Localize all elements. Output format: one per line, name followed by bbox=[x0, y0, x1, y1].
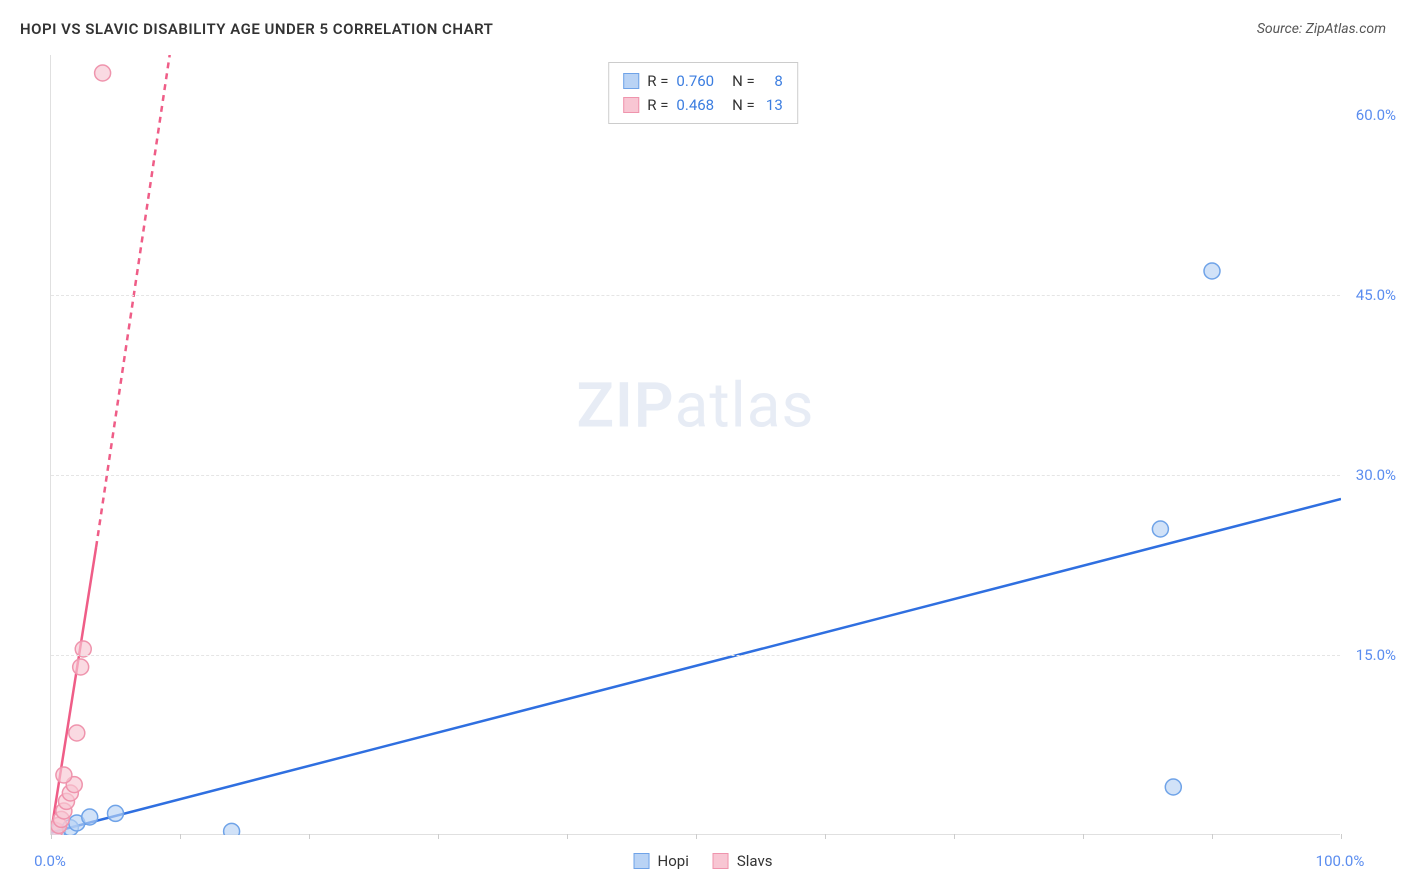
legend-label: Hopi bbox=[658, 852, 689, 870]
legend-swatch bbox=[623, 97, 639, 113]
x-tick bbox=[1083, 834, 1084, 839]
y-tick-label: 60.0% bbox=[1356, 106, 1396, 124]
legend-item: Slavs bbox=[713, 852, 773, 870]
r-label: R = bbox=[647, 69, 668, 93]
chart-title: HOPI VS SLAVIC DISABILITY AGE UNDER 5 CO… bbox=[20, 20, 493, 38]
y-tick-label: 30.0% bbox=[1356, 466, 1396, 484]
x-tick bbox=[180, 834, 181, 839]
data-point bbox=[1204, 263, 1220, 279]
y-tick-label: 45.0% bbox=[1356, 286, 1396, 304]
chart-header: HOPI VS SLAVIC DISABILITY AGE UNDER 5 CO… bbox=[20, 20, 1386, 38]
legend-swatch bbox=[713, 853, 729, 869]
source-label: Source: ZipAtlas.com bbox=[1257, 21, 1386, 37]
legend-label: Slavs bbox=[737, 852, 773, 870]
legend-swatch bbox=[623, 73, 639, 89]
x-tick bbox=[567, 834, 568, 839]
x-tick bbox=[696, 834, 697, 839]
legend-swatch bbox=[634, 853, 650, 869]
stats-legend: R = 0.760 N = 8 R = 0.468 N = 13 bbox=[608, 62, 798, 124]
r-label: R = bbox=[647, 93, 668, 117]
gridline bbox=[51, 295, 1340, 296]
data-point bbox=[82, 809, 98, 825]
n-label: N = bbox=[732, 69, 755, 93]
x-tick bbox=[51, 834, 52, 839]
x-tick bbox=[309, 834, 310, 839]
series-legend: Hopi Slavs bbox=[634, 852, 773, 870]
data-point bbox=[73, 659, 89, 675]
chart-plot-area: ZIPatlas bbox=[50, 55, 1340, 835]
trend-line bbox=[51, 499, 1341, 833]
n-label: N = bbox=[732, 93, 755, 117]
data-point bbox=[95, 65, 111, 81]
data-point bbox=[108, 805, 124, 821]
data-point bbox=[56, 767, 72, 783]
x-tick bbox=[825, 834, 826, 839]
x-tick bbox=[1341, 834, 1342, 839]
y-tick-label: 15.0% bbox=[1356, 646, 1396, 664]
n-value: 8 bbox=[763, 69, 783, 93]
trend-line bbox=[96, 55, 170, 547]
chart-svg bbox=[51, 55, 1341, 835]
gridline bbox=[51, 655, 1340, 656]
x-tick bbox=[438, 834, 439, 839]
data-point bbox=[224, 823, 240, 835]
data-point bbox=[1165, 779, 1181, 795]
stats-legend-row: R = 0.468 N = 13 bbox=[623, 93, 783, 117]
n-value: 13 bbox=[763, 93, 783, 117]
x-tick-label: 100.0% bbox=[1316, 852, 1365, 870]
r-value: 0.760 bbox=[676, 69, 714, 93]
x-tick bbox=[1212, 834, 1213, 839]
stats-legend-row: R = 0.760 N = 8 bbox=[623, 69, 783, 93]
legend-item: Hopi bbox=[634, 852, 689, 870]
r-value: 0.468 bbox=[676, 93, 714, 117]
data-point bbox=[1152, 521, 1168, 537]
gridline bbox=[51, 475, 1340, 476]
x-tick-label: 0.0% bbox=[34, 852, 66, 870]
x-tick bbox=[954, 834, 955, 839]
data-point bbox=[69, 725, 85, 741]
